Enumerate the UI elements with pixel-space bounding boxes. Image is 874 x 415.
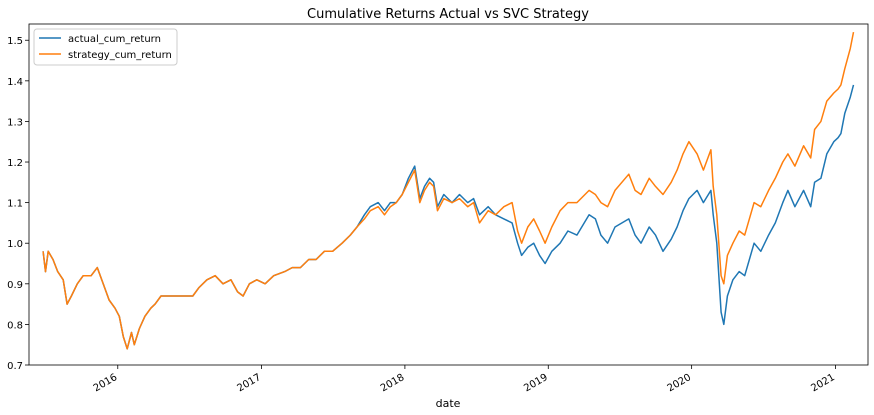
axes-frame [28, 23, 869, 366]
chart-title: Cumulative Returns Actual vs SVC Strateg… [307, 7, 589, 22]
y-tick-label: 1.1 [7, 199, 23, 210]
y-tick-label: 0.9 [7, 280, 23, 291]
legend-box [33, 28, 178, 66]
y-tick-label: 1.2 [7, 158, 23, 169]
y-tick-label: 0.8 [7, 320, 23, 331]
series-line-strategy-cum-return [42, 31, 855, 350]
y-tick-label: 1.3 [7, 117, 23, 128]
legend-label-strategy: strategy_cum_return [68, 50, 172, 61]
x-axis-label: date [436, 397, 461, 410]
y-tick-label: 1.5 [7, 36, 23, 47]
y-tick-label: 1.0 [7, 239, 23, 250]
series-lines [42, 31, 855, 350]
legend-label-actual: actual_cum_return [68, 34, 161, 45]
y-tick-label: 1.4 [7, 77, 23, 88]
y-tick-label: 0.7 [7, 361, 23, 372]
plot-area [28, 23, 869, 366]
y-axis: 0.7 0.8 0.9 1.0 1.1 1.2 1.3 1.4 1.5 [7, 36, 29, 372]
legend: actual_cum_return strategy_cum_return [33, 28, 178, 66]
